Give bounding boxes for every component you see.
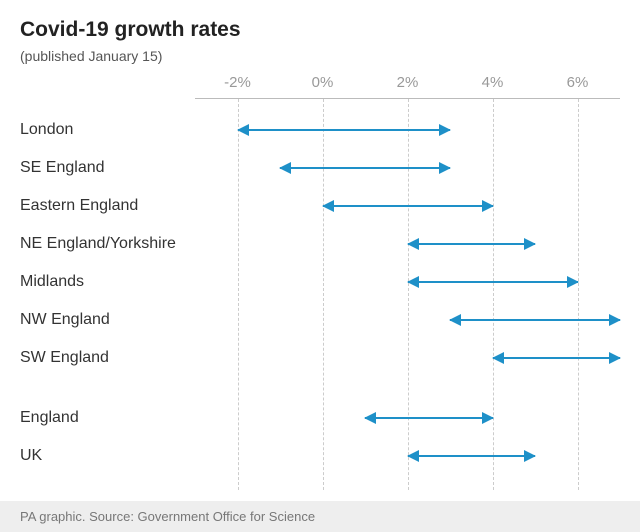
data-row: Eastern England: [195, 187, 620, 225]
row-label: England: [20, 399, 190, 437]
arrow-right-icon: [524, 450, 536, 462]
arrow-right-icon: [482, 200, 494, 212]
range-bar: [493, 357, 621, 359]
data-row: UK: [195, 437, 620, 475]
chart-subtitle: (published January 15): [20, 48, 620, 64]
data-row: NE England/Yorkshire: [195, 225, 620, 263]
x-tick-label: 4%: [482, 74, 504, 91]
arrow-left-icon: [449, 314, 461, 326]
range-bar: [365, 417, 493, 419]
row-label: NW England: [20, 301, 190, 339]
data-row: NW England: [195, 301, 620, 339]
x-axis-labels: -2% 0% 2% 4% 6%: [195, 74, 620, 98]
range-bar: [323, 205, 493, 207]
data-row: SW England: [195, 339, 620, 377]
row-label: London: [20, 111, 190, 149]
row-label: UK: [20, 437, 190, 475]
arrow-right-icon: [609, 314, 621, 326]
range-bar: [450, 319, 620, 321]
arrow-left-icon: [407, 238, 419, 250]
row-label: SE England: [20, 149, 190, 187]
range-bar: [408, 243, 536, 245]
arrow-left-icon: [407, 276, 419, 288]
footer-source: PA graphic. Source: Government Office fo…: [0, 501, 640, 532]
arrow-left-icon: [322, 200, 334, 212]
growth-rate-chart: -2% 0% 2% 4% 6% LondonSE EnglandEastern Engl…: [20, 74, 620, 490]
data-rows: LondonSE EnglandEastern EnglandNE Englan…: [195, 99, 620, 490]
data-row: SE England: [195, 149, 620, 187]
x-tick-label: 2%: [397, 74, 419, 91]
arrow-right-icon: [524, 238, 536, 250]
range-bar: [408, 281, 578, 283]
arrow-right-icon: [439, 124, 451, 136]
data-row: London: [195, 111, 620, 149]
row-label: Midlands: [20, 263, 190, 301]
data-row: England: [195, 399, 620, 437]
row-label: Eastern England: [20, 187, 190, 225]
range-bar: [280, 167, 450, 169]
x-tick-label: -2%: [224, 74, 251, 91]
range-bar: [408, 455, 536, 457]
range-bar: [238, 129, 451, 131]
chart-title: Covid-19 growth rates: [20, 18, 620, 42]
plot-area: LondonSE EnglandEastern EnglandNE Englan…: [195, 98, 620, 490]
arrow-left-icon: [364, 412, 376, 424]
x-tick-label: 0%: [312, 74, 334, 91]
arrow-left-icon: [407, 450, 419, 462]
row-label: NE England/Yorkshire: [20, 225, 190, 263]
data-row: Midlands: [195, 263, 620, 301]
arrow-right-icon: [567, 276, 579, 288]
arrow-right-icon: [609, 352, 621, 364]
arrow-left-icon: [279, 162, 291, 174]
arrow-left-icon: [492, 352, 504, 364]
arrow-right-icon: [482, 412, 494, 424]
arrow-right-icon: [439, 162, 451, 174]
row-label: SW England: [20, 339, 190, 377]
arrow-left-icon: [237, 124, 249, 136]
x-tick-label: 6%: [567, 74, 589, 91]
